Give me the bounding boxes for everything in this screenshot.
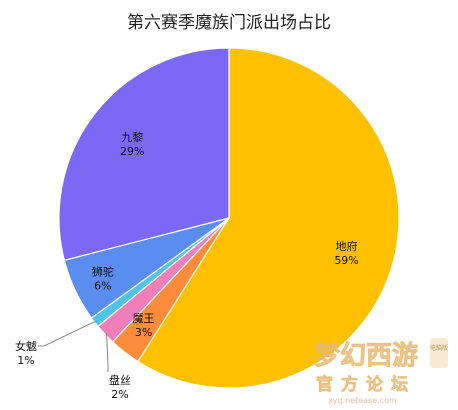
- pie-slice-6: [58, 47, 230, 262]
- slice-percent-label: 1%: [17, 354, 34, 367]
- slice-percent-label: 29%: [120, 145, 144, 158]
- slice-name-label: 地府: [336, 239, 358, 253]
- leader-line-4: [38, 320, 97, 347]
- pie-slices: [58, 47, 400, 389]
- pie-leader-lines: [38, 320, 109, 372]
- watermark-url: xyq.netease.com: [328, 396, 397, 405]
- slice-percent-label: 59%: [334, 254, 358, 267]
- slice-percent-label: 3%: [135, 326, 152, 339]
- slice-name-label: 狮驼: [92, 264, 114, 278]
- slice-percent-label: 6%: [94, 279, 111, 292]
- slice-percent-label: 2%: [111, 388, 128, 401]
- slice-name-label: 盘丝: [109, 373, 131, 387]
- watermark-subtitle: 官方论坛: [316, 374, 416, 395]
- pie-slice-1: [137, 47, 400, 389]
- slice-name-label: 九黎: [121, 130, 143, 144]
- leader-line-3: [106, 332, 109, 372]
- slice-name-label: 魔王: [133, 311, 155, 325]
- chart-title: 第六赛季魔族门派出场占比: [127, 13, 331, 33]
- watermark-badge: 电脑版: [430, 344, 448, 352]
- slice-name-label: 女魃: [15, 339, 37, 353]
- watermark-logo-text: 梦幻西游: [314, 341, 418, 371]
- watermark-logo: 梦幻西游 电脑版 官方论坛 xyq.netease.com: [314, 338, 448, 405]
